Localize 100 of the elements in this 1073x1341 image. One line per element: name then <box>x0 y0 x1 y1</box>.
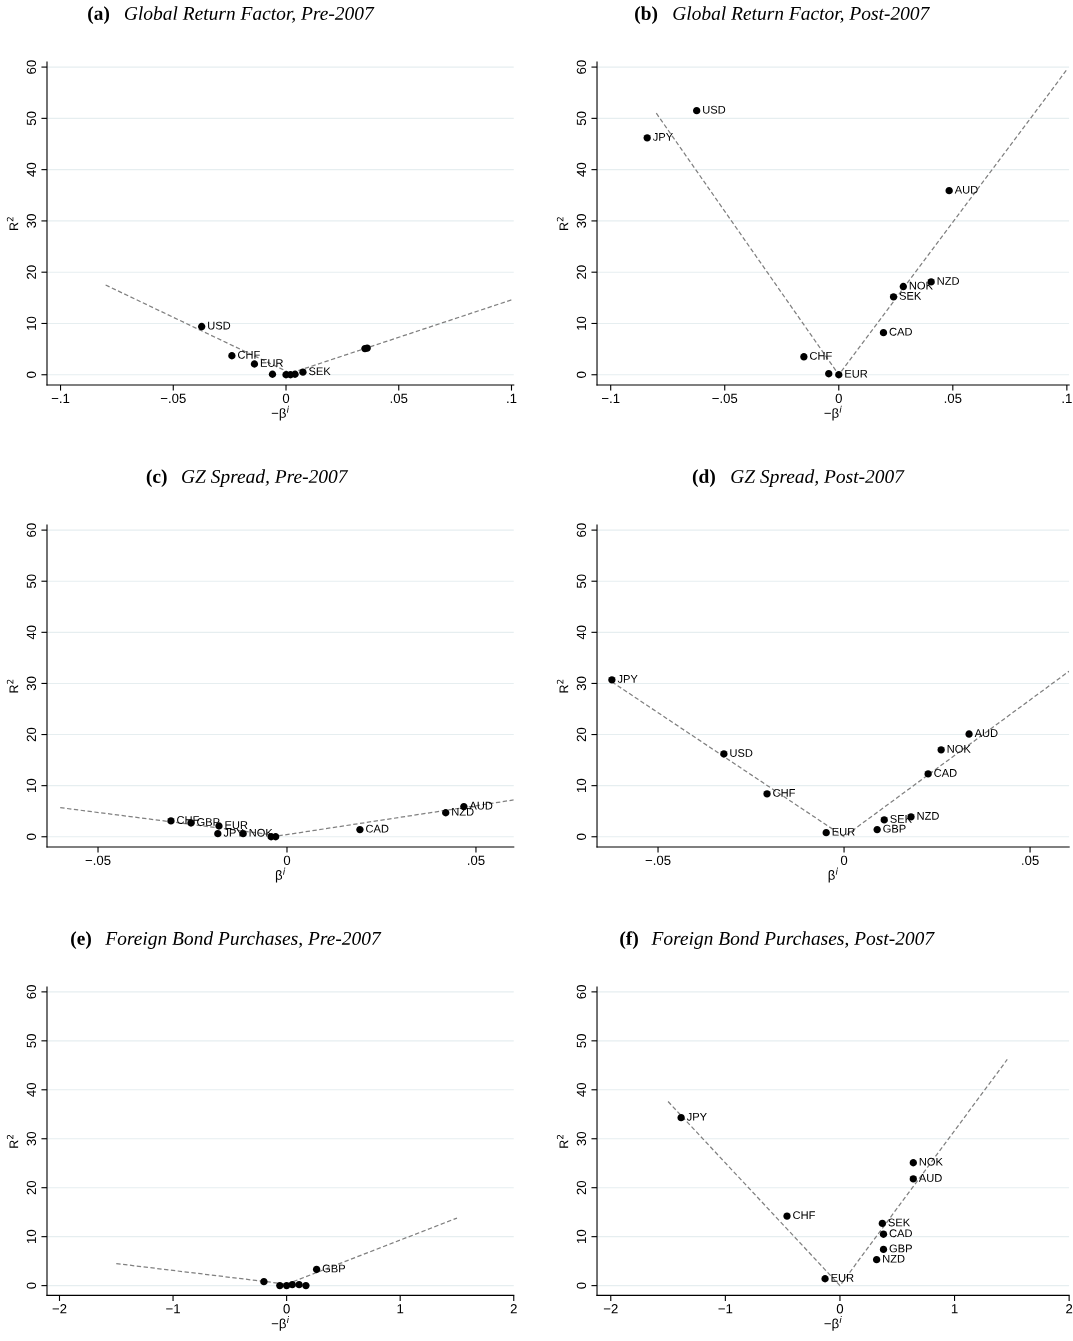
point <box>214 830 222 838</box>
y-tick-label: 50 <box>576 111 587 126</box>
y-tick-label: 50 <box>26 1034 37 1048</box>
point <box>677 1114 685 1122</box>
y-tick-label: 0 <box>26 371 37 378</box>
y-tick-label: 0 <box>576 371 587 378</box>
x-axis-title: −β$^{i}$ <box>271 405 290 421</box>
annotation: EUR <box>260 359 283 367</box>
point <box>835 371 843 379</box>
annotation: USD <box>730 749 753 757</box>
x-tick-label: −.1 <box>602 393 620 403</box>
annotation: NOK <box>919 1157 943 1166</box>
y-axis-title: R$^{2}$ <box>6 217 19 231</box>
point <box>302 1281 310 1290</box>
annotation: NOK <box>249 828 273 837</box>
y-tick-label: 40 <box>26 1082 37 1097</box>
annotation: NOK <box>947 744 971 753</box>
x-tick-label: −.05 <box>645 855 671 865</box>
point <box>937 746 945 754</box>
x-tick-label: 0 <box>282 393 290 404</box>
annotation: AUD <box>974 729 998 738</box>
point <box>268 370 277 378</box>
y-tick-label: 0 <box>576 833 587 840</box>
point <box>693 106 701 115</box>
x-tick-label: −.05 <box>160 393 186 404</box>
annotation: JPY <box>652 133 673 141</box>
point <box>720 750 728 758</box>
annotation: CHF <box>793 1211 815 1220</box>
y-tick-label: 20 <box>576 1180 587 1195</box>
x-tick-label: −1 <box>718 1304 733 1314</box>
y-tick-label: 20 <box>576 265 587 279</box>
point <box>945 186 953 195</box>
annotation: SEK <box>899 291 922 300</box>
chart-title: (b) Global Return Factor, Post-2007 <box>635 6 930 24</box>
annotation: NZD <box>883 1254 905 1263</box>
point <box>608 676 616 684</box>
x-tick-label: 1 <box>397 1304 404 1314</box>
y-tick-label: 10 <box>576 316 587 330</box>
annotation: CHF <box>773 788 795 797</box>
annotation: USD <box>208 321 231 330</box>
point <box>167 817 175 825</box>
annotation: CHF <box>810 351 832 360</box>
annotation: GBP <box>889 1244 912 1253</box>
annotation: CAD <box>889 327 912 336</box>
y-tick-label: 30 <box>576 214 587 228</box>
y-tick-label: 10 <box>26 316 37 330</box>
x-tick-label: 0 <box>283 1304 290 1314</box>
point <box>299 368 307 376</box>
point <box>643 134 651 142</box>
point <box>291 370 299 378</box>
x-tick-label: 1 <box>951 1304 958 1314</box>
y-tick-label: 0 <box>576 1282 587 1289</box>
annotation: AUD <box>469 801 493 810</box>
y-tick-label: 40 <box>576 1082 587 1097</box>
x-tick-label: −.1 <box>51 393 70 403</box>
point <box>260 1278 268 1286</box>
x-tick-label: −.05 <box>85 855 111 865</box>
annotation: AUD <box>954 185 978 194</box>
annotation: CAD <box>889 1229 912 1238</box>
point <box>965 730 973 738</box>
chart-title: (d) GZ Spread, Post-2007 <box>692 469 905 487</box>
x-tick-label: −1 <box>166 1304 180 1314</box>
x-tick-label: 0 <box>835 393 842 404</box>
point <box>228 352 236 360</box>
y-tick-label: 30 <box>576 1131 587 1146</box>
y-tick-label: 40 <box>576 625 587 640</box>
annotation: NZD <box>917 812 939 820</box>
y-tick-label: 60 <box>26 523 37 537</box>
y-axis-title: R$^{2}$ <box>556 679 569 693</box>
y-tick-label: 50 <box>26 574 37 589</box>
point <box>276 1281 284 1290</box>
point <box>880 816 888 824</box>
point <box>356 825 364 834</box>
annotation: GBP <box>883 824 906 833</box>
x-tick-label: .05 <box>1022 855 1039 865</box>
y-tick-label: 50 <box>576 574 587 589</box>
annotation: JPY <box>617 675 638 683</box>
y-tick-label: 20 <box>576 727 587 742</box>
y-tick-label: 30 <box>26 1131 37 1146</box>
point <box>783 1212 791 1220</box>
x-tick-label: .05 <box>944 393 962 404</box>
point <box>288 1280 296 1289</box>
annotation: JPY <box>686 1112 707 1121</box>
annotation: SEK <box>888 1218 911 1227</box>
x-axis-title: −β$^{i}$ <box>824 405 842 421</box>
annotation: NZD <box>937 277 960 285</box>
point <box>889 293 898 301</box>
annotation: EUR <box>225 821 248 829</box>
y-tick-label: 10 <box>26 778 37 792</box>
x-tick-label: −2 <box>52 1304 67 1314</box>
point <box>878 1219 887 1228</box>
x-tick-label: −2 <box>603 1304 618 1314</box>
point <box>825 370 833 378</box>
y-tick-label: 30 <box>26 214 37 228</box>
x-tick-label: 0 <box>283 855 291 865</box>
y-axis-title: R$^{2}$ <box>556 1134 569 1148</box>
annotation: EUR <box>845 369 868 378</box>
point <box>872 1255 881 1264</box>
annotation: CAD <box>934 769 957 777</box>
y-tick-label: 40 <box>576 162 587 177</box>
